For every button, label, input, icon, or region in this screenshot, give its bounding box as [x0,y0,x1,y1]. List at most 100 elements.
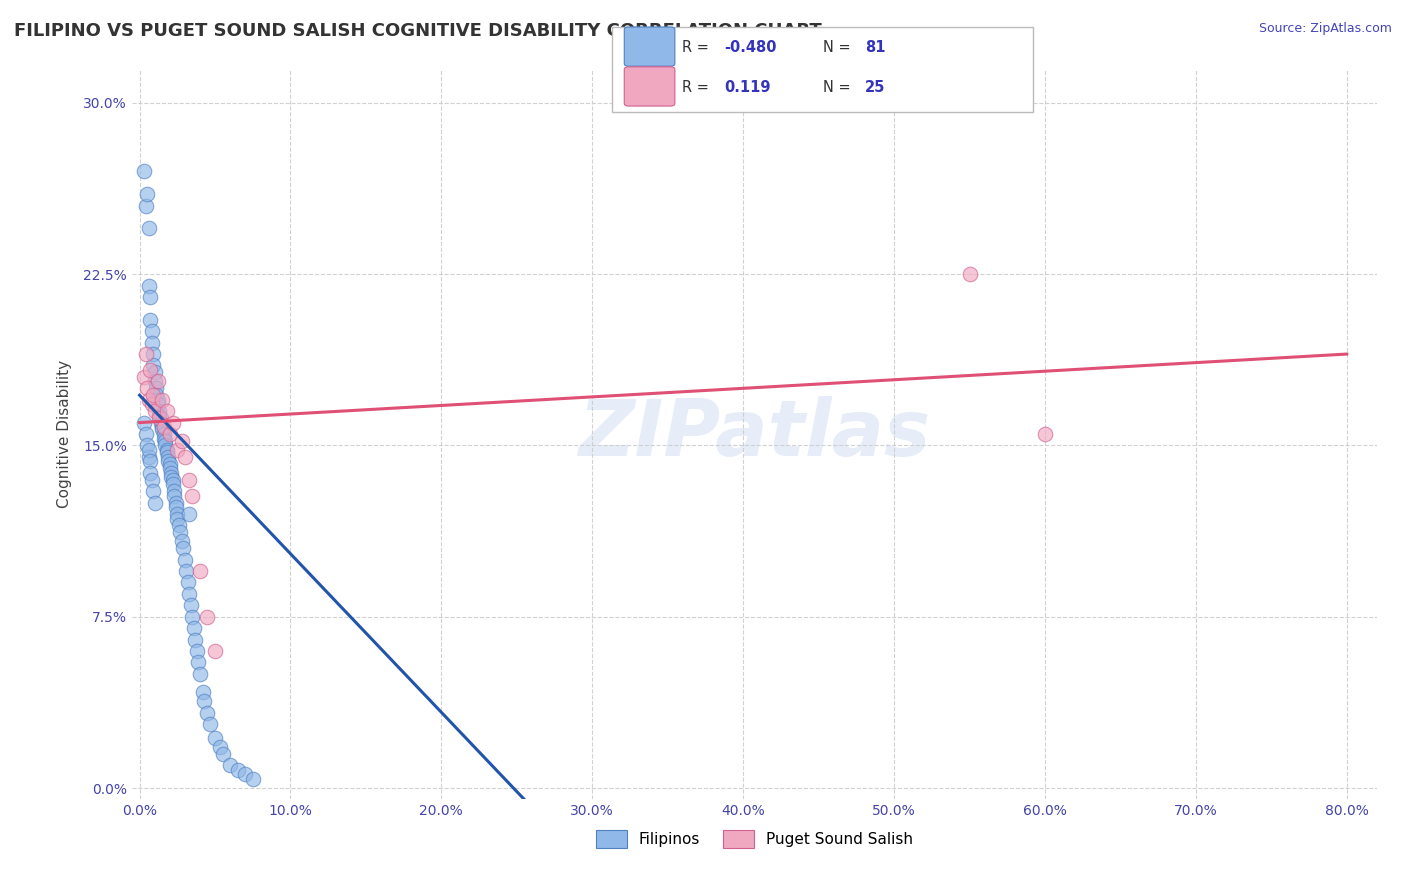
Point [165,500,187,515]
Point [162,416,184,430]
Point [959,267,981,281]
Point [155,434,177,448]
Point [146,397,169,411]
Point [157,454,180,468]
Point [142,388,165,402]
Text: 81: 81 [865,40,886,55]
Point [146,392,169,407]
Point [136,381,159,395]
Point [163,484,186,499]
Point [139,454,162,468]
Point [180,599,202,613]
Point [160,466,183,480]
Point [204,644,226,658]
Point [179,587,201,601]
Point [138,450,160,464]
Point [169,525,191,540]
Point [132,416,155,430]
Point [197,609,219,624]
Point [152,427,174,442]
Point [142,484,165,499]
Point [166,507,188,521]
Point [159,427,181,442]
Point [159,461,181,475]
Point [138,278,160,293]
Point [188,666,211,681]
Point [138,221,160,235]
Point [132,370,155,384]
Point [143,495,166,509]
Text: R =: R = [682,40,713,55]
Point [163,489,186,503]
Text: -0.480: -0.480 [724,40,776,55]
Point [167,518,190,533]
Point [150,392,173,407]
Point [193,694,215,708]
Point [141,397,163,411]
Point [136,438,159,452]
Point [184,632,207,647]
Point [173,450,195,464]
Point [172,541,194,556]
Point [141,473,163,487]
Point [179,473,201,487]
Text: Source: ZipAtlas.com: Source: ZipAtlas.com [1258,22,1392,36]
Text: N =: N = [823,40,855,55]
Point [159,457,181,471]
Text: ZIPatlas: ZIPatlas [578,396,931,472]
Point [146,375,169,389]
Point [139,313,162,327]
Point [143,365,166,379]
Point [181,609,204,624]
Point [138,442,160,457]
Point [135,347,157,361]
Point [148,409,170,423]
Point [141,324,163,338]
Point [188,564,211,578]
Point [156,445,179,459]
Point [132,164,155,178]
Point [165,495,187,509]
Point [160,470,183,484]
Point [152,420,174,434]
Point [142,359,165,373]
Point [148,404,170,418]
Point [204,731,226,745]
Point [170,434,193,448]
Point [170,534,193,549]
Legend: Filipinos, Puget Sound Salish: Filipinos, Puget Sound Salish [591,824,920,854]
Point [177,575,200,590]
Point [142,347,165,361]
Point [156,442,179,457]
Point [183,621,205,635]
Point [226,763,249,777]
Text: FILIPINO VS PUGET SOUND SALISH COGNITIVE DISABILITY CORRELATION CHART: FILIPINO VS PUGET SOUND SALISH COGNITIVE… [14,22,823,40]
Y-axis label: Cognitive Disability: Cognitive Disability [58,360,72,508]
Point [200,717,222,731]
Point [233,767,256,781]
Point [157,450,180,464]
Point [149,411,172,425]
Point [136,187,159,202]
Point [135,427,157,442]
Point [179,507,201,521]
Point [191,685,214,699]
Point [150,420,173,434]
Point [139,363,162,377]
Point [197,706,219,720]
Point [181,489,204,503]
Point [176,564,198,578]
Point [242,772,264,786]
Point [186,644,208,658]
Point [143,404,166,418]
Point [219,758,242,772]
Point [155,438,177,452]
Point [166,442,188,457]
Point [143,375,166,389]
Point [162,477,184,491]
Point [162,473,184,487]
Point [145,388,167,402]
Point [148,411,170,425]
Point [156,404,179,418]
Point [141,335,163,350]
